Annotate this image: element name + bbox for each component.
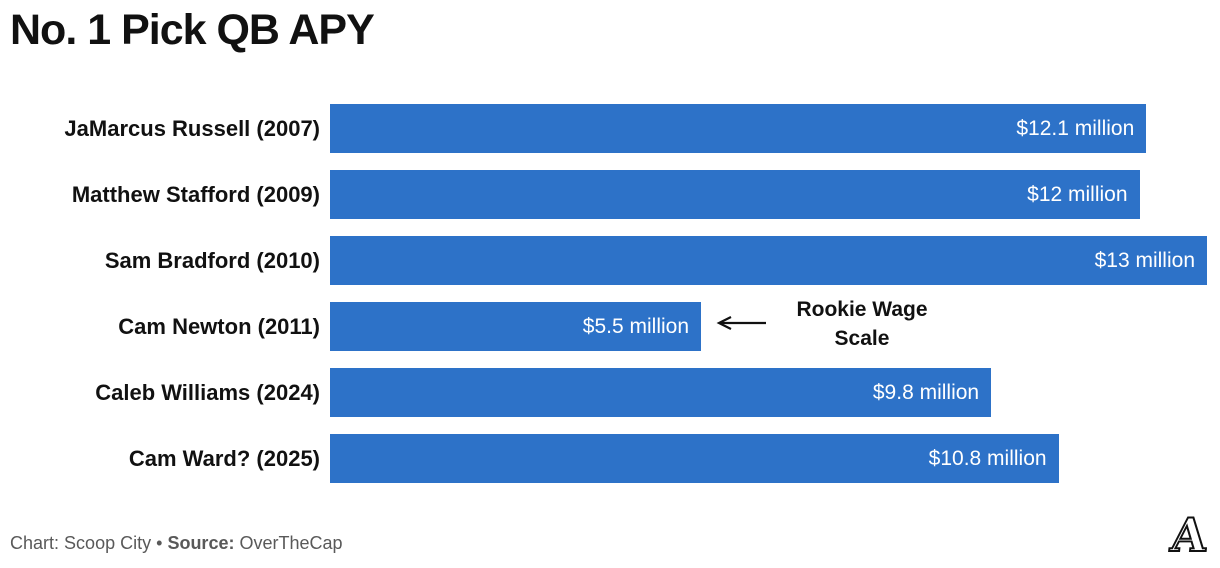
bar: $10.8 million	[330, 434, 1059, 483]
the-athletic-a-logo: A	[1167, 511, 1207, 557]
bar-value-label: $10.8 million	[928, 446, 1047, 470]
annotation-text: Rookie Wage Scale	[776, 295, 948, 353]
chart-row: Matthew Stafford (2009) $12 million	[0, 170, 1207, 219]
category-label: Matthew Stafford (2009)	[71, 182, 320, 207]
bar-value-label: $12 million	[1027, 182, 1128, 206]
category-label: Sam Bradford (2010)	[104, 248, 320, 273]
chart-row: Cam Ward? (2025) $10.8 million	[0, 434, 1207, 483]
category-label: Cam Ward? (2025)	[128, 446, 320, 471]
chart-row: Sam Bradford (2010) $13 million	[0, 236, 1207, 285]
bar-value-label: $9.8 million	[872, 380, 980, 404]
bar: $5.5 million	[330, 302, 702, 351]
bar-value-label: $5.5 million	[582, 314, 690, 338]
footer-source-label: Source:	[167, 533, 235, 553]
rookie-wage-scale-annotation: Rookie Wage Scale	[716, 295, 948, 353]
bar: $12 million	[330, 170, 1140, 219]
footer-separator: •	[156, 533, 163, 553]
footer-source-value: OverTheCap	[239, 533, 343, 553]
annotation-line-2: Scale	[834, 327, 890, 350]
left-arrow-icon	[716, 316, 766, 330]
bar-area: $5.5 million	[330, 302, 1207, 351]
bar-value-label: $13 million	[1094, 248, 1195, 272]
bar-chart: JaMarcus Russell (2007) $12.1 million Matt…	[0, 104, 1207, 500]
bar-area: $12.1 million	[330, 104, 1207, 153]
chart-row: Caleb Williams (2024) $9.8 million	[0, 368, 1207, 417]
bar: $9.8 million	[330, 368, 992, 417]
bar-value-label: $12.1 million	[1016, 116, 1135, 140]
footer-chart-value: Scoop City	[64, 533, 152, 553]
bar-area: $10.8 million	[330, 434, 1207, 483]
chart-row: JaMarcus Russell (2007) $12.1 million	[0, 104, 1207, 153]
annotation-line-1: Rookie Wage	[796, 298, 928, 321]
bar: $12.1 million	[330, 104, 1147, 153]
bar: $13 million	[330, 236, 1207, 285]
chart-row: Cam Newton (2011) $5.5 million	[0, 302, 1207, 351]
category-label: Caleb Williams (2024)	[95, 380, 320, 405]
chart-title: No. 1 Pick QB APY	[10, 6, 375, 54]
footer-attribution: Chart: Scoop City • Source: OverTheCap	[10, 533, 343, 554]
footer-chart-label: Chart:	[10, 533, 60, 553]
bar-area: $9.8 million	[330, 368, 1207, 417]
category-label: Cam Newton (2011)	[118, 314, 320, 339]
bar-area: $12 million	[330, 170, 1207, 219]
bar-area: $13 million	[330, 236, 1207, 285]
logo-letter: A	[1167, 511, 1207, 557]
category-label: JaMarcus Russell (2007)	[64, 116, 320, 141]
